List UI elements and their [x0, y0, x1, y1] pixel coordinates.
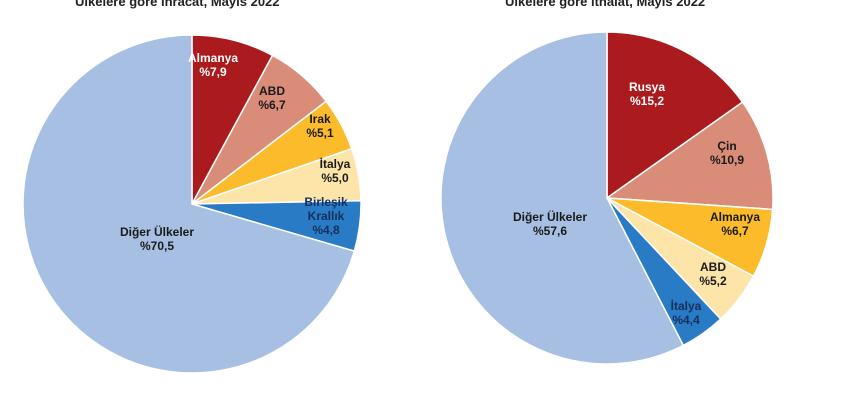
import-label-almanya: Almanya %6,7: [710, 210, 760, 238]
import-label-cin: Çin %10,9: [710, 139, 744, 167]
import-slice-rusya: [606, 31, 744, 200]
export-label-abd: ABD %6,7: [258, 84, 286, 112]
export-label-italya: İtalya %5,0: [320, 156, 351, 185]
import-label-diger-ulkeler: Diğer Ülkeler %57,6: [513, 209, 587, 238]
export-label-birlesik-krallik: Birleşik Krallık %4,8: [304, 195, 348, 237]
import-label-rusya: Rusya %15,2: [629, 80, 665, 108]
import-pie-chart: Rusya %15,2 Çin %10,9 Almanya %6,7 ABD %5,2 İtal…: [440, 31, 774, 365]
export-label-irak: Irak %5,1: [306, 112, 334, 140]
export-label-almanya: Almanya %7,9: [188, 51, 238, 79]
export-chart-title: Ülkelere göre ihracat, Mayıs 2022: [75, 0, 280, 9]
import-label-italya: İtalya %4,4: [671, 298, 702, 327]
export-pie-chart: Almanya %7,9 ABD %6,7 Irak %5,1 İtalya %5,0 Birl…: [22, 34, 362, 374]
import-label-abd: ABD %5,2: [699, 260, 727, 288]
import-chart-title: Ülkelere göre ithalat, Mayıs 2022: [505, 0, 706, 9]
import-slice-cin: [604, 101, 774, 211]
export-label-diger-ulkeler: Diğer Ülkeler %70,5: [120, 224, 194, 253]
import-slice-diger-ulkeler: [440, 31, 685, 365]
export-slice-diger-ulkeler: [22, 34, 356, 374]
